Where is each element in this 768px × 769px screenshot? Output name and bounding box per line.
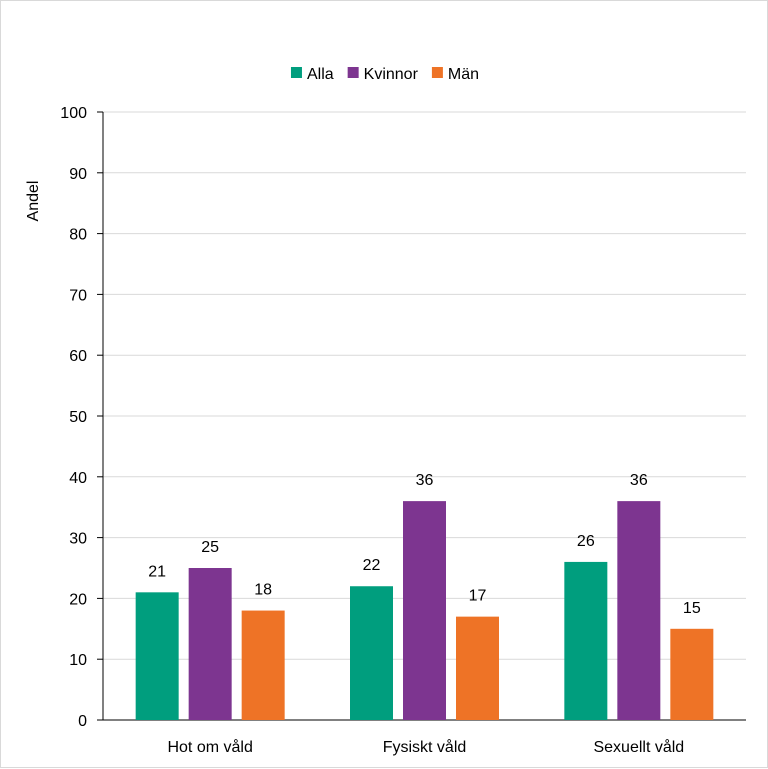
y-tick-label: 100: [60, 105, 87, 122]
legend-swatch: [290, 67, 302, 78]
y-tick-labels: 0 10 20 30 40 50 60 70 80 90 100: [60, 105, 87, 730]
y-tick-label: 20: [69, 591, 87, 608]
data-label: 25: [201, 539, 219, 556]
data-labels: 21 25 18 22 36 17 26 36 15: [148, 472, 701, 617]
y-tick-label: 0: [78, 713, 87, 730]
legend-label: Kvinnor: [364, 66, 419, 83]
legend-item: Kvinnor: [347, 66, 419, 83]
y-tick-label: 30: [69, 531, 87, 548]
category-labels: Hot om våld Fysiskt våld Sexuellt våld: [167, 738, 684, 756]
bar-alla-1: [135, 592, 179, 720]
bar-m-n-3: [670, 628, 714, 720]
data-label: 26: [577, 533, 595, 550]
legend: Alla Kvinnor Män: [290, 66, 479, 83]
y-tick-label: 80: [69, 227, 87, 244]
data-label: 36: [630, 472, 648, 489]
bar-kvinnor-1: [188, 568, 232, 720]
y-tick-label: 40: [69, 470, 87, 487]
data-label: 15: [683, 600, 701, 617]
bar-kvinnor-2: [403, 501, 446, 720]
data-label: 21: [148, 563, 166, 580]
y-axis-title: Andel: [25, 181, 42, 222]
data-label: 17: [469, 588, 487, 605]
bar-kvinnor-3: [617, 501, 661, 720]
category-label: Hot om våld: [167, 738, 252, 756]
data-label: 18: [254, 582, 272, 599]
y-tick-label: 70: [69, 287, 87, 304]
legend-label: Män: [448, 66, 479, 83]
bar-m-n-2: [456, 616, 499, 720]
y-tick-label: 60: [69, 348, 87, 365]
legend-item: Män: [431, 66, 479, 83]
y-tick-label: 50: [69, 409, 87, 426]
legend-item: Alla: [290, 66, 334, 83]
category-label: Sexuellt våld: [593, 738, 684, 756]
bar-alla-3: [564, 561, 608, 720]
y-tick-label: 10: [69, 652, 87, 669]
y-tick-label: 90: [69, 166, 87, 183]
data-label: 36: [416, 472, 434, 489]
legend-swatch: [431, 67, 443, 78]
legend-label: Alla: [307, 66, 334, 83]
data-label: 22: [363, 557, 381, 574]
bar-alla-2: [350, 586, 393, 720]
legend-swatch: [347, 67, 359, 78]
category-label: Fysiskt våld: [383, 738, 467, 756]
bar-m-n-1: [241, 610, 285, 720]
bars: [135, 501, 714, 720]
